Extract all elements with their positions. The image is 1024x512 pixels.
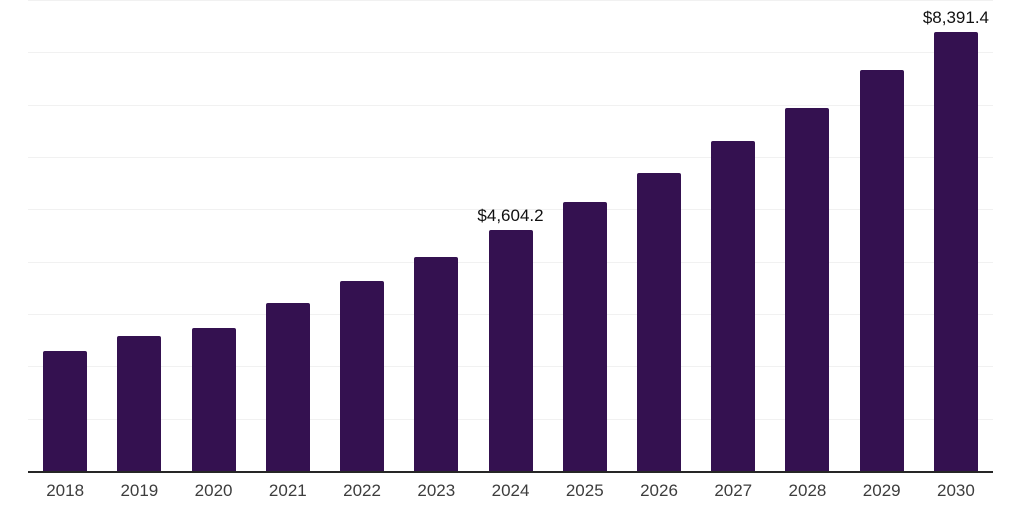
x-axis-tick-label: 2025 [565, 481, 604, 500]
bar-slot [28, 0, 102, 471]
bar-2028 [785, 108, 830, 471]
bar-slot [548, 0, 622, 471]
gridline [28, 209, 993, 211]
bar-value-label: $8,391.4 [922, 7, 990, 27]
gridline [28, 157, 993, 159]
bar-2021 [265, 303, 310, 471]
x-axis-tick-label: 2027 [714, 481, 753, 500]
bar-slot [251, 0, 325, 471]
bar-slot: $4,604.2 [473, 0, 547, 471]
bar-2022 [340, 280, 385, 471]
gridline [28, 52, 993, 54]
x-axis-tick-label: 2021 [268, 481, 307, 500]
x-axis-tick-label: 2018 [46, 481, 85, 500]
bar-slot [176, 0, 250, 471]
bar-2025 [562, 201, 607, 471]
x-axis-tick-label: 2022 [343, 481, 381, 500]
bar-2026 [636, 172, 681, 471]
bar-2020 [191, 328, 236, 471]
x-axis-tick-label: 2030 [937, 481, 975, 500]
bar-slot: $8,391.4 [919, 0, 993, 471]
bar-2029 [859, 70, 904, 471]
x-axis-tick-label: 2026 [640, 481, 678, 500]
bar-2027 [711, 140, 756, 471]
bar-2030 [933, 31, 978, 471]
x-axis-tick-label: 2019 [120, 481, 159, 500]
bar-2018 [43, 351, 88, 471]
x-axis-tick-label: 2023 [417, 481, 456, 500]
bar-slot [696, 0, 770, 471]
bar-slot [770, 0, 844, 471]
bar-2023 [414, 256, 459, 471]
x-axis-tick-label: 2028 [788, 481, 827, 500]
bar-2019 [117, 335, 162, 471]
x-axis-tick-label: 2024 [491, 481, 530, 500]
bar-2024 [488, 230, 533, 471]
bars-container: $4,604.2 $8,391.4 [28, 0, 993, 471]
bar-slot [102, 0, 176, 471]
bar-slot [325, 0, 399, 471]
bar-slot [622, 0, 696, 471]
x-axis-tick-label: 2029 [862, 481, 901, 500]
bar-value-label: $4,604.2 [477, 206, 544, 226]
plot-area: $4,604.2 $8,391.4 [28, 0, 993, 473]
gridline [28, 0, 993, 1]
x-axis-tick-labels: 2018 2019 2020 2021 2022 2023 2024 2025 2026 2027… [28, 481, 993, 501]
x-axis-tick-label: 2020 [194, 481, 233, 500]
bar-slot [399, 0, 473, 471]
gridline [28, 104, 993, 106]
bar-slot [845, 0, 919, 471]
